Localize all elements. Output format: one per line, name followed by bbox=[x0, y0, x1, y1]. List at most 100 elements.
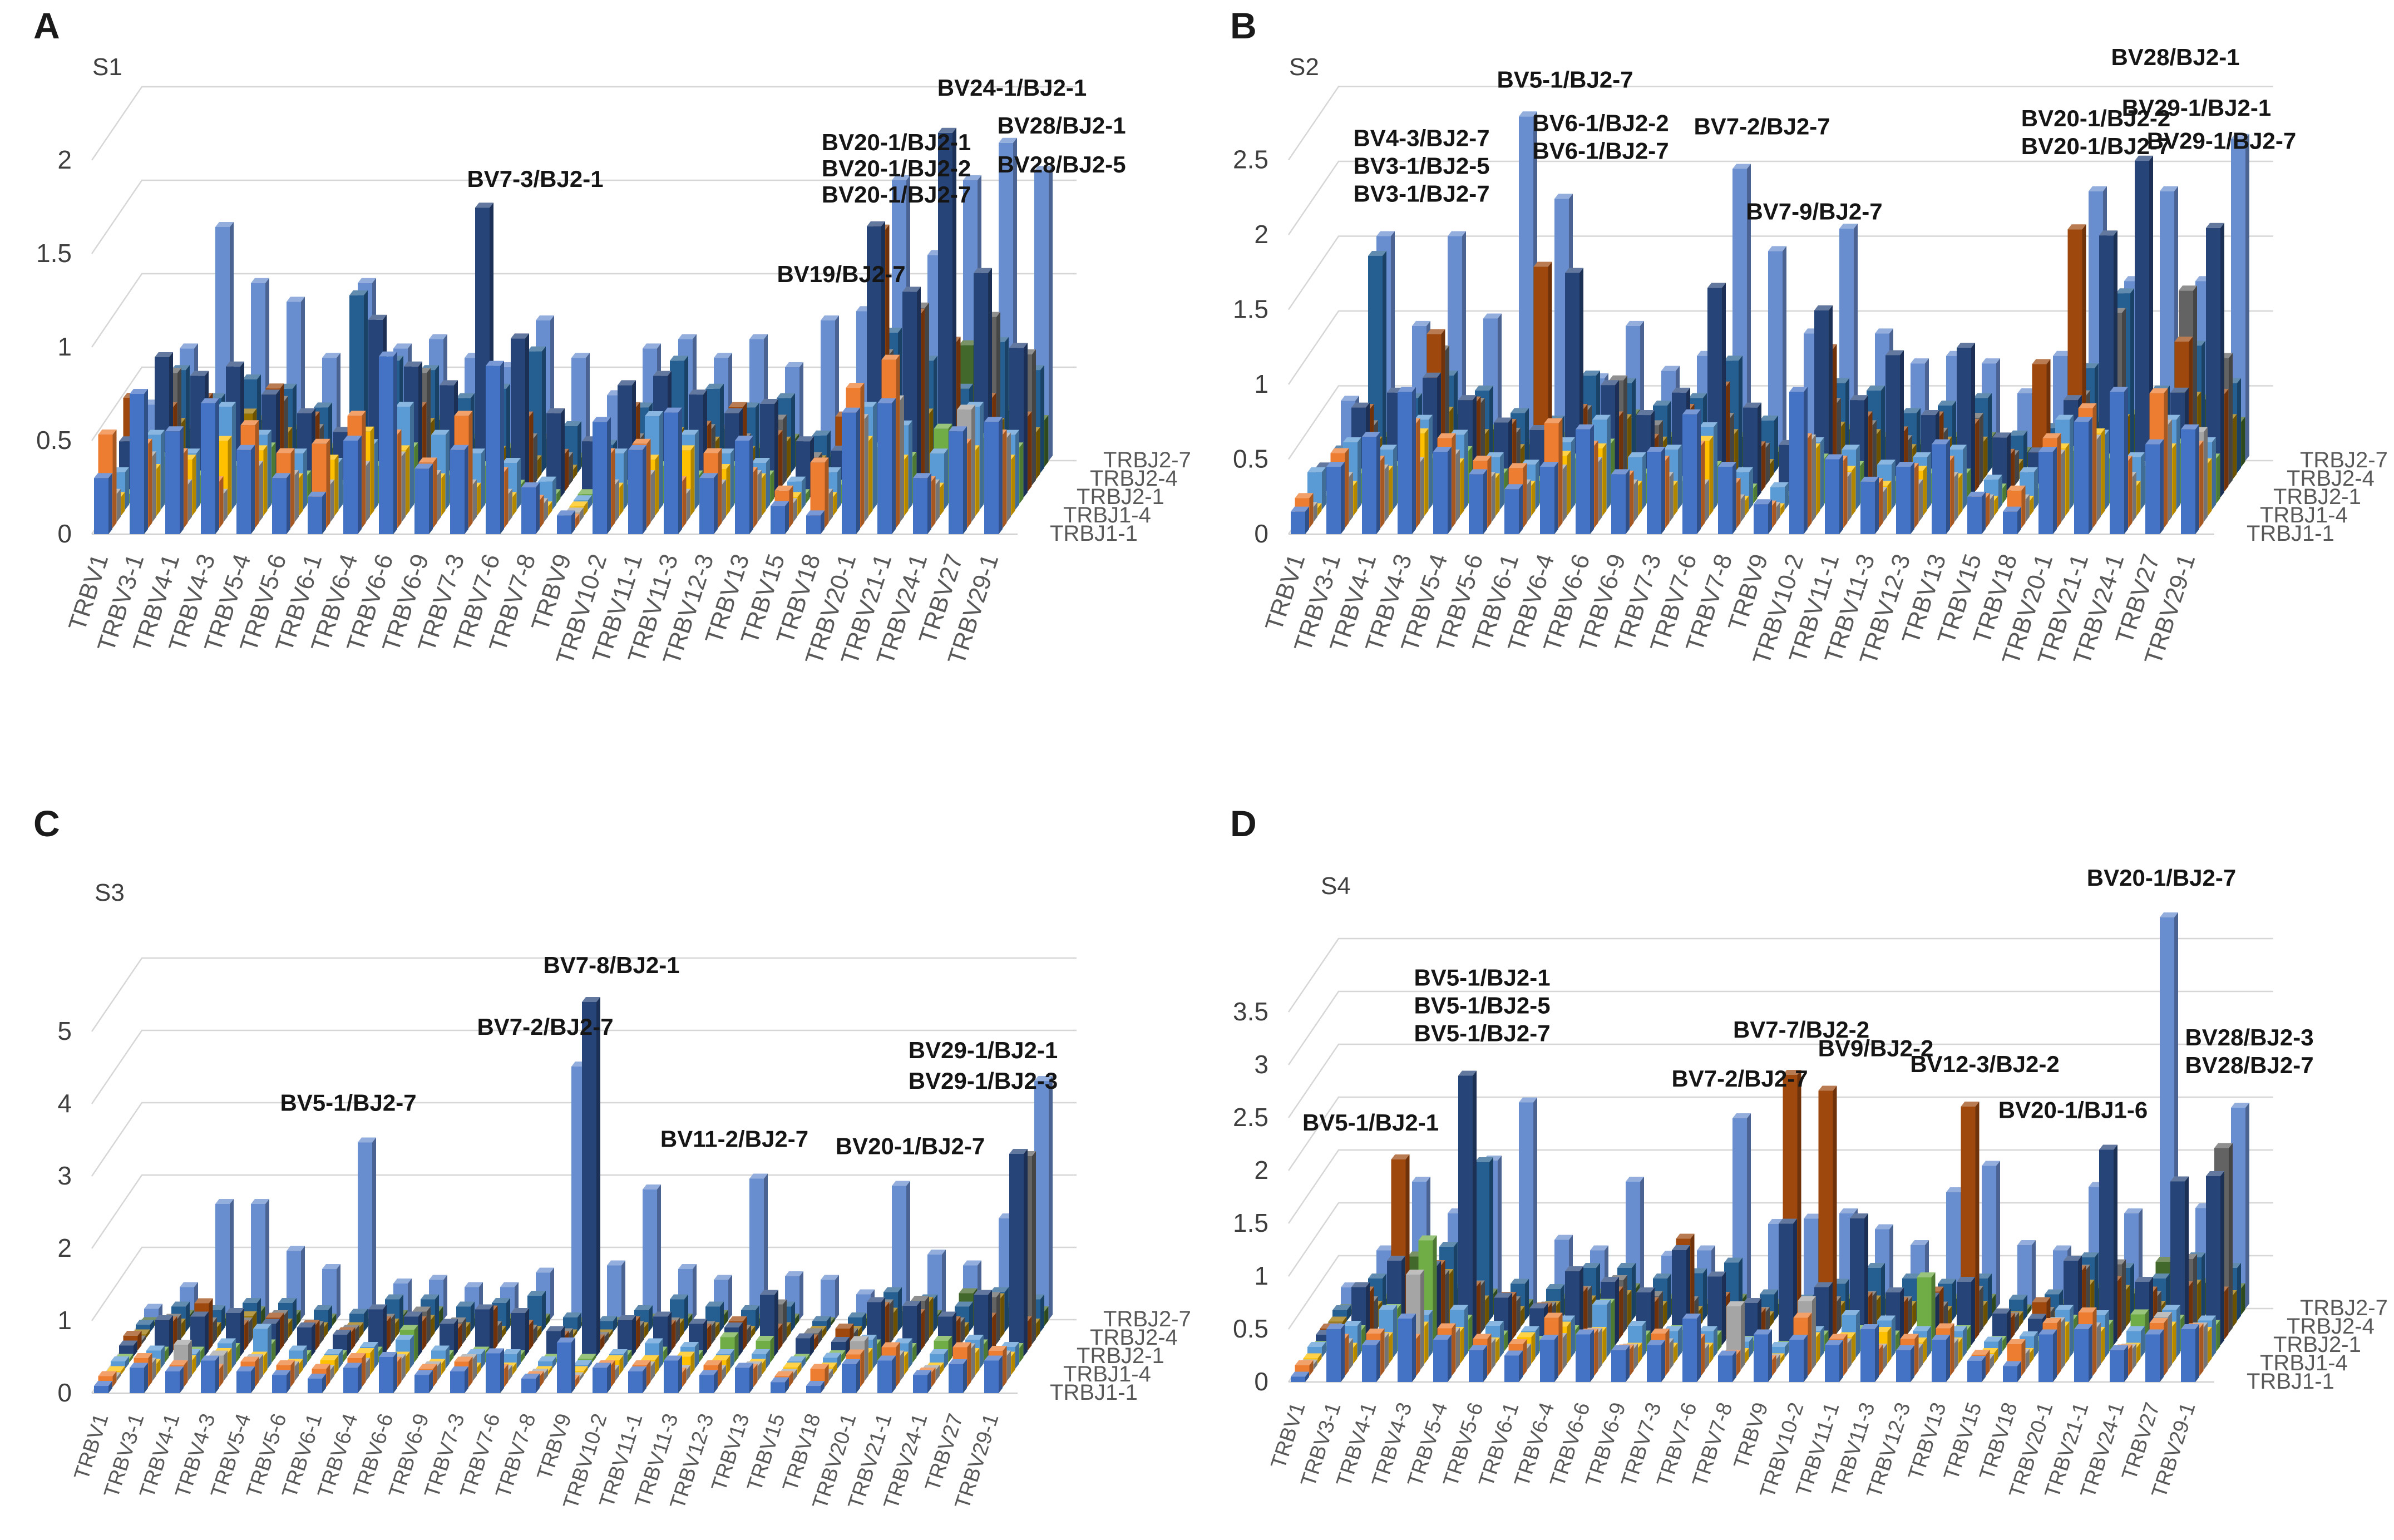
bar-side bbox=[577, 1312, 581, 1332]
bar-top bbox=[756, 1336, 774, 1341]
bar-side bbox=[571, 510, 575, 534]
bar-side bbox=[942, 1250, 946, 1320]
bar-side bbox=[2141, 1326, 2145, 1358]
bar-top bbox=[174, 1340, 192, 1345]
bar-top bbox=[653, 1311, 672, 1317]
bar-side bbox=[931, 1368, 936, 1387]
bar-top bbox=[201, 398, 219, 403]
bar-side bbox=[1519, 484, 1523, 534]
bar-front bbox=[582, 1002, 596, 1356]
bar-top bbox=[1592, 1300, 1611, 1305]
bar-top bbox=[676, 1351, 695, 1357]
bar-side bbox=[1642, 452, 1646, 510]
bar-top bbox=[1326, 1324, 1345, 1329]
bar-front bbox=[1009, 1154, 1024, 1356]
bar-top bbox=[180, 343, 198, 349]
bar-side bbox=[2122, 1259, 2126, 1333]
bar-side bbox=[322, 491, 326, 534]
bar-side bbox=[944, 1349, 948, 1369]
bar-side bbox=[1452, 433, 1456, 528]
bar-top bbox=[1485, 1321, 1504, 1326]
bar-top bbox=[571, 353, 590, 358]
y-tick-label: 0 bbox=[57, 1378, 72, 1407]
bar-side bbox=[715, 1322, 720, 1338]
bar-top bbox=[774, 485, 793, 491]
bar-side bbox=[315, 1320, 320, 1350]
bar-side bbox=[240, 1308, 244, 1356]
bar-side bbox=[536, 1374, 540, 1393]
bar-top bbox=[1653, 400, 1671, 406]
bar-side bbox=[1864, 395, 1868, 497]
bar-side bbox=[615, 1365, 619, 1381]
bar-side bbox=[1558, 1312, 1563, 1376]
bar-top bbox=[2055, 414, 2074, 420]
bar-side bbox=[1971, 1277, 1975, 1345]
bar-top bbox=[536, 315, 554, 320]
bar-side bbox=[121, 1366, 125, 1375]
bar-side bbox=[624, 1349, 628, 1369]
bar-side bbox=[1349, 1338, 1353, 1370]
bar-side bbox=[766, 458, 770, 510]
bar-top bbox=[2174, 337, 2193, 342]
bar-top bbox=[593, 1363, 611, 1368]
bar-side bbox=[1416, 418, 1420, 528]
bar-side bbox=[756, 1305, 759, 1332]
bar-side bbox=[676, 1317, 680, 1344]
bar-side bbox=[1747, 1113, 1751, 1309]
bar-side bbox=[1380, 1329, 1385, 1376]
bar-top bbox=[98, 1371, 117, 1376]
bar-top bbox=[475, 1304, 493, 1310]
y-tick-label: 2 bbox=[1254, 220, 1268, 249]
bar-side bbox=[1914, 1334, 1919, 1376]
bar-side bbox=[161, 1345, 165, 1369]
panel-b-subtitle: S2 bbox=[1289, 53, 1319, 81]
bar-side bbox=[762, 1359, 766, 1375]
bar-top bbox=[1760, 415, 1778, 421]
depth-axis-label: TRBJ2-1 bbox=[2273, 1332, 2361, 1357]
bar-side bbox=[1353, 1342, 1358, 1364]
bar-top bbox=[645, 411, 663, 416]
bar-side bbox=[628, 1350, 632, 1363]
bar-side bbox=[1003, 430, 1007, 528]
y-tick-label: 0 bbox=[1254, 519, 1268, 548]
bar-top bbox=[190, 371, 209, 376]
bar-front bbox=[1932, 444, 1946, 534]
bar-side bbox=[720, 1301, 724, 1332]
bar-side bbox=[827, 1316, 831, 1332]
bar-side bbox=[512, 1363, 517, 1375]
bar-top bbox=[308, 491, 326, 497]
bar-side bbox=[468, 1356, 473, 1387]
bar-annotation: BV28/BJ2-5 bbox=[997, 151, 1126, 177]
bar-side bbox=[1732, 461, 1736, 534]
bar-top bbox=[1735, 467, 1753, 472]
bar-side bbox=[613, 1316, 617, 1332]
bar-side bbox=[2092, 403, 2097, 528]
bar-top bbox=[1332, 1305, 1351, 1310]
bar-side bbox=[1594, 441, 1598, 528]
bar-top bbox=[1406, 1270, 1424, 1275]
bar-front bbox=[1896, 466, 1911, 534]
chart-s4-3d-bar: 00.511.522.533.5TRBV1TRBV3-1TRBV4-1TRBV4… bbox=[1233, 865, 2388, 1501]
bar-top bbox=[850, 1336, 868, 1341]
bar-front bbox=[2003, 1366, 2017, 1382]
bar-top bbox=[643, 1184, 661, 1189]
bar-side bbox=[1389, 466, 1393, 516]
bar-top bbox=[867, 1297, 885, 1302]
bar-side bbox=[797, 1363, 802, 1375]
bar-top bbox=[771, 1377, 789, 1383]
bar-side bbox=[2070, 414, 2074, 510]
bar-side bbox=[2160, 1329, 2164, 1382]
bar-side bbox=[743, 1316, 747, 1350]
bar-side bbox=[429, 463, 433, 534]
bar-side bbox=[1376, 432, 1380, 534]
bar-top bbox=[2064, 1256, 2082, 1261]
bar-top bbox=[1426, 329, 1445, 334]
bar-side bbox=[364, 1309, 368, 1332]
bar-side bbox=[1881, 1263, 1885, 1321]
bar-top bbox=[94, 1381, 112, 1386]
bar-side bbox=[1931, 1272, 1936, 1351]
bar-side bbox=[446, 430, 450, 510]
bar-top bbox=[934, 423, 952, 429]
bar-top bbox=[440, 1319, 458, 1324]
bar-side bbox=[793, 1369, 797, 1381]
